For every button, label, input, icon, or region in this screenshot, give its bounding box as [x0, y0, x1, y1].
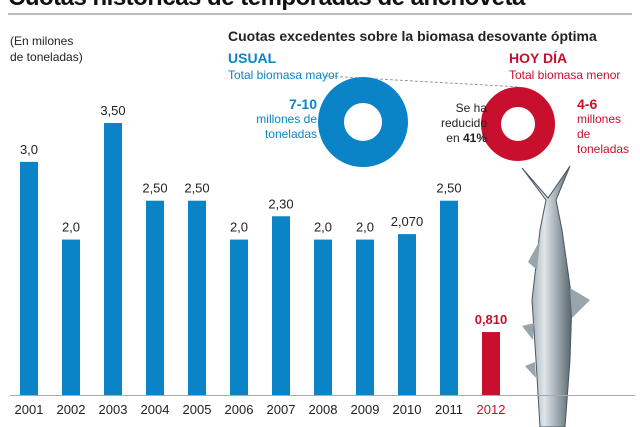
- usual-unit: toneladas: [264, 127, 317, 141]
- bar-2005: [188, 200, 206, 395]
- bar-2004: [146, 200, 164, 395]
- anchovy-illustration: [521, 165, 590, 427]
- x-tick-2009: 2009: [351, 402, 380, 417]
- bar-2009: [356, 239, 374, 395]
- bar-2012: [482, 332, 500, 395]
- reduction-line: en: [446, 131, 460, 145]
- reduction-line: Se ha: [455, 101, 487, 115]
- data-label-2006: 2,0: [230, 220, 248, 235]
- usual-value-block: 7-10 millones de toneladas: [256, 97, 317, 142]
- unit-line: (En milones: [10, 34, 74, 48]
- x-tick-2002: 2002: [57, 402, 86, 417]
- data-label-2010: 2,070: [391, 214, 424, 229]
- data-label-2007: 2,30: [268, 196, 293, 211]
- chart-title: Cuotas históricas de temporadas de ancho…: [8, 0, 525, 12]
- x-tick-2012: 2012: [477, 402, 506, 417]
- title-divider: [8, 13, 632, 15]
- x-tick-2004: 2004: [141, 402, 170, 417]
- bar-2002: [62, 239, 80, 395]
- x-tick-2006: 2006: [225, 402, 254, 417]
- bar-2011: [440, 200, 458, 395]
- usual-value: 7-10: [288, 96, 317, 112]
- bar-2007: [272, 216, 290, 395]
- data-label-2012: 0,810: [475, 312, 508, 327]
- usual-donut: [318, 77, 408, 167]
- x-tick-2003: 2003: [99, 402, 128, 417]
- bar-2006: [230, 239, 248, 395]
- today-unit: toneladas: [577, 142, 630, 156]
- today-value: 4-6: [577, 96, 598, 112]
- today-unit: millones: [577, 112, 622, 126]
- bar-2001: [20, 161, 38, 395]
- data-label-2011: 2,50: [436, 181, 461, 196]
- x-tick-2011: 2011: [435, 402, 463, 417]
- x-tick-2008: 2008: [309, 402, 338, 417]
- unit-line: de toneladas): [10, 50, 83, 64]
- today-donut: [481, 87, 555, 161]
- usual-heading: USUAL: [228, 50, 277, 66]
- data-label-2005: 2,50: [184, 181, 209, 196]
- reduction-note: Se ha reducido en 41%: [441, 101, 487, 146]
- x-tick-2001: 2001: [15, 402, 44, 417]
- data-label-2009: 2,0: [356, 220, 374, 235]
- bar-2003: [104, 123, 122, 395]
- x-tick-2007: 2007: [267, 402, 296, 417]
- reduction-percent: 41%: [462, 131, 487, 145]
- data-label-2003: 3,50: [100, 103, 125, 118]
- bar-2010: [398, 234, 416, 395]
- bar-2008: [314, 239, 332, 395]
- today-unit: de: [577, 127, 591, 141]
- usual-subtitle: Total biomasa mayor: [228, 68, 339, 82]
- data-label-2001: 3,0: [20, 142, 38, 157]
- unit-note: (En milones de toneladas): [10, 33, 83, 65]
- today-heading: HOY DÍA: [509, 50, 568, 66]
- x-tick-2005: 2005: [183, 402, 212, 417]
- data-label-2008: 2,0: [314, 220, 332, 235]
- today-subtitle: Total biomasa menor: [509, 68, 621, 82]
- data-label-2004: 2,50: [142, 181, 167, 196]
- today-value-block: 4-6 millones de toneladas: [577, 97, 629, 157]
- data-label-2002: 2,0: [62, 220, 80, 235]
- usual-unit: millones de: [256, 112, 317, 126]
- x-tick-2010: 2010: [393, 402, 422, 417]
- reduction-line: reducido: [440, 116, 487, 130]
- inset-title: Cuotas excedentes sobre la biomasa desov…: [228, 28, 597, 44]
